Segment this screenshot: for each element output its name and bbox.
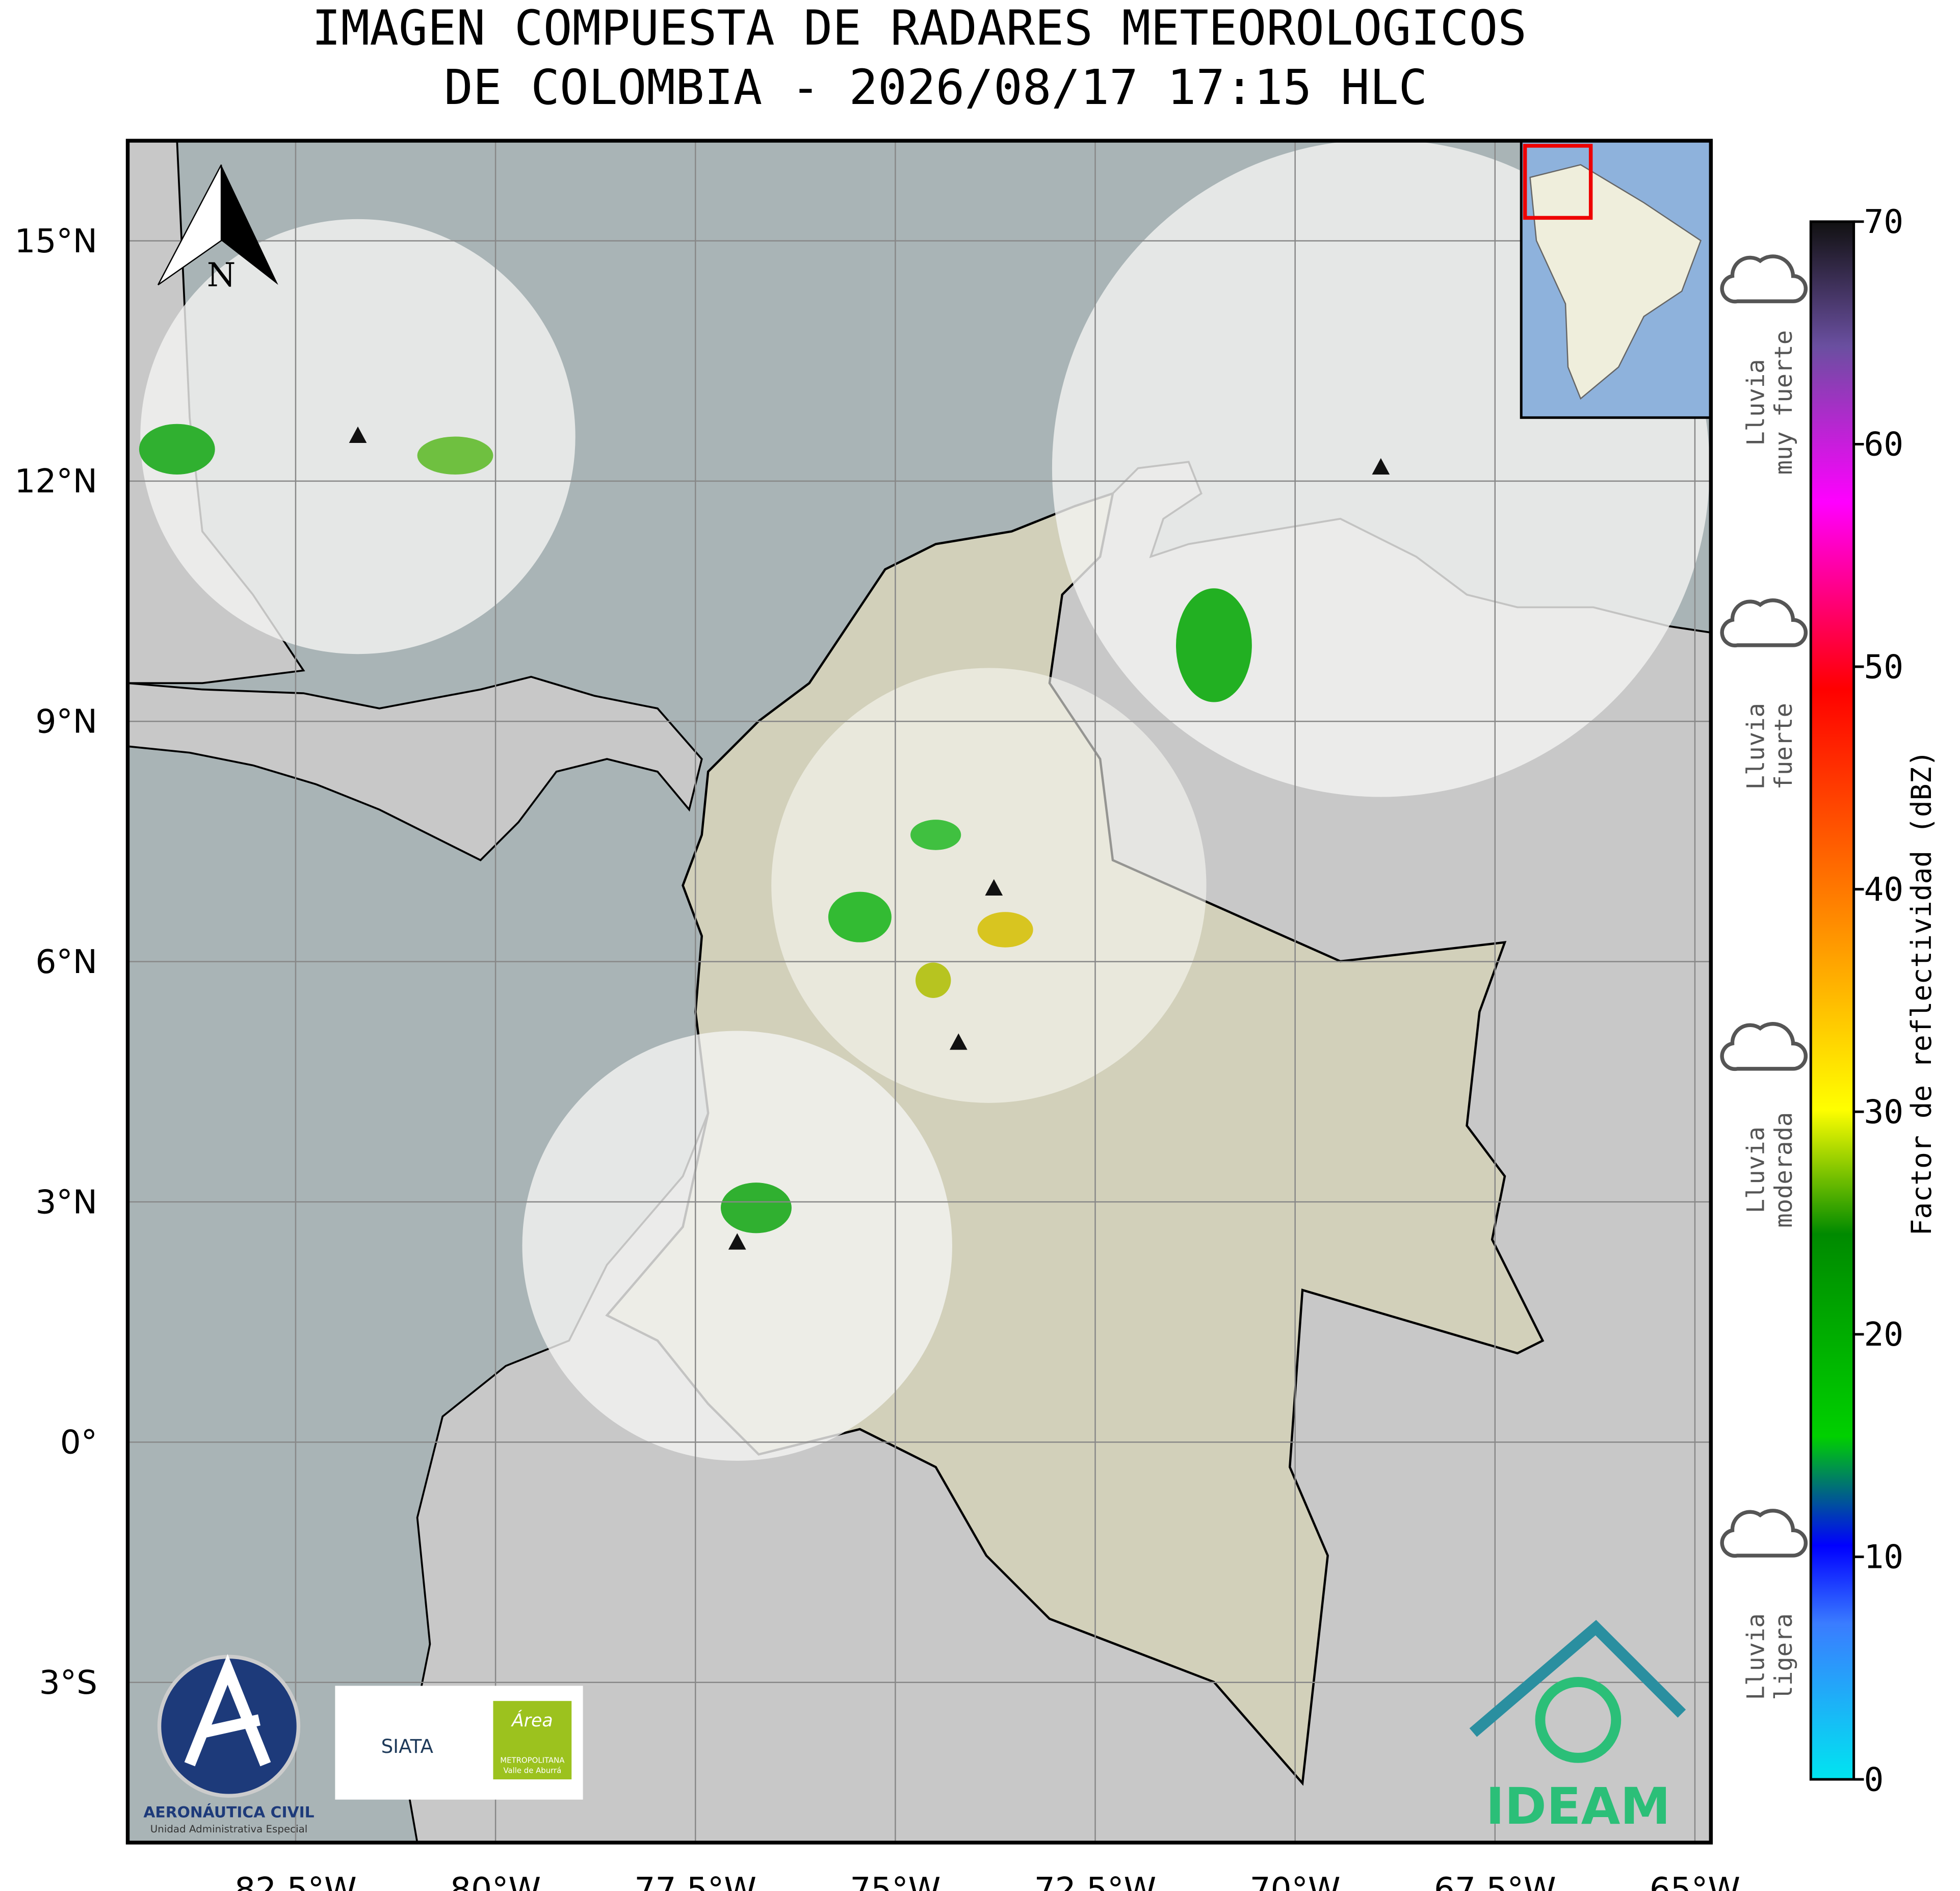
lat-tick-label: 9°N	[35, 703, 97, 741]
lat-tick-label: 3°S	[39, 1664, 97, 1702]
weather-icon	[1720, 1022, 1808, 1071]
north-label: N	[207, 256, 236, 294]
rain-category-label: ligera	[1770, 1613, 1798, 1700]
weather-icon	[1720, 254, 1808, 304]
radar-site	[1372, 458, 1390, 475]
logo-text: Unidad Administrativa Especial	[150, 1823, 308, 1835]
title-line: IMAGEN COMPUESTA DE RADARES METEOROLOGIC…	[312, 1, 1527, 57]
echo	[910, 820, 961, 850]
land	[127, 675, 703, 861]
axes: 82.5°W 80°W 77.5°W 75°W 72.5°W 70°W 67.5°W 65°W…	[14, 222, 1740, 1891]
graticule	[127, 141, 1711, 1843]
radar-site	[349, 426, 367, 443]
colorbar-tick-label: 60	[1864, 426, 1903, 464]
lon-tick-label: 80°W	[450, 1871, 541, 1891]
rain-category-label: Lluvia	[1742, 703, 1770, 790]
lon-tick-label: 77.5°W	[634, 1871, 756, 1891]
title: IMAGEN COMPUESTA DE RADARES METEOROLOGIC…	[312, 1, 1527, 116]
rain-category: Lluvia ligera	[1742, 1613, 1798, 1700]
logo-text: Área	[511, 1710, 553, 1731]
logo-text: SIATA	[381, 1735, 434, 1757]
lat-tick-label: 15°N	[14, 222, 97, 260]
lon-tick-label: 75°W	[850, 1871, 940, 1891]
echo	[1176, 588, 1252, 702]
logo-text: METROPOLITANA	[500, 1756, 565, 1765]
logo-text: Valle de Aburrá	[503, 1766, 561, 1775]
lat-tick-label: 3°N	[35, 1183, 97, 1221]
weather-icon	[1720, 1509, 1808, 1558]
echo	[417, 436, 493, 475]
aerocivil-logo	[184, 1654, 271, 1767]
rain-category-label: Lluvia	[1742, 1126, 1770, 1213]
rain-category-label: Lluvia	[1742, 359, 1770, 445]
weather-icon	[1720, 598, 1808, 648]
echo	[977, 912, 1033, 948]
colorbar-tick-label: 10	[1864, 1538, 1903, 1577]
echo	[828, 891, 892, 942]
lon-tick-label: 82.5°W	[234, 1871, 357, 1891]
radar-sites	[349, 426, 1390, 1250]
colorbar-tick-label: 30	[1864, 1093, 1903, 1132]
colorbar-ticks: 0 10 20 30 40 50 60 70	[1853, 203, 1903, 1799]
rain-category: Lluvia moderada	[1742, 1112, 1798, 1228]
inset-continent	[1529, 164, 1702, 400]
colorbar-tick-label: 50	[1864, 648, 1903, 686]
ideam-logo	[1469, 1620, 1686, 1737]
colorbar-tick-label: 40	[1864, 871, 1903, 909]
radar-site	[985, 879, 1003, 896]
echoes	[139, 424, 1252, 1233]
lon-tick-label: 65°W	[1650, 1871, 1740, 1891]
rain-category: Lluvia muy fuerte	[1742, 330, 1798, 475]
colorbar	[1809, 220, 1856, 1781]
echo	[720, 1183, 792, 1233]
rain-category-label: muy fuerte	[1770, 330, 1798, 475]
logo-text: AERONÁUTICA CIVIL	[143, 1803, 314, 1821]
ideam-logo	[1535, 1677, 1622, 1763]
colorbar-label: Factor de reflectividad (dBZ)	[1905, 750, 1938, 1236]
rain-category-label: fuerte	[1770, 703, 1798, 790]
lon-tick-label: 70°W	[1250, 1871, 1341, 1891]
colorbar-tick-label: 70	[1864, 203, 1903, 241]
rain-category-label: Lluvia	[1742, 1613, 1770, 1700]
echo	[139, 424, 215, 475]
rain-category-label: moderada	[1770, 1112, 1798, 1228]
radar-site	[728, 1233, 746, 1250]
area-logo	[493, 1701, 572, 1779]
lat-tick-label: 0°	[60, 1424, 97, 1462]
logo-text: IDEAM	[1486, 1777, 1671, 1836]
lat-tick-label: 6°N	[35, 943, 97, 981]
colorbar-tick-label: 0	[1864, 1761, 1884, 1799]
title-line: DE COLOMBIA - 2026/08/17 17:15 HLC	[444, 60, 1427, 116]
logos: AERONÁUTICA CIVIL Unidad Administrativa …	[143, 1620, 1686, 1836]
lon-tick-label: 67.5°W	[1434, 1871, 1556, 1891]
lon-tick-label: 72.5°W	[1034, 1871, 1157, 1891]
echo	[915, 962, 951, 998]
radar-site	[949, 1033, 968, 1050]
map: N AERONÁUTICA CIVIL Unidad Administrativ…	[127, 141, 1711, 1843]
radar-coverage	[771, 668, 1207, 1103]
lat-tick-label: 12°N	[14, 462, 97, 501]
map-frame	[125, 139, 1713, 1845]
inset-extent	[1523, 144, 1593, 220]
rain-category: Lluvia fuerte	[1742, 703, 1798, 790]
colorbar-tick-label: 20	[1864, 1316, 1903, 1354]
